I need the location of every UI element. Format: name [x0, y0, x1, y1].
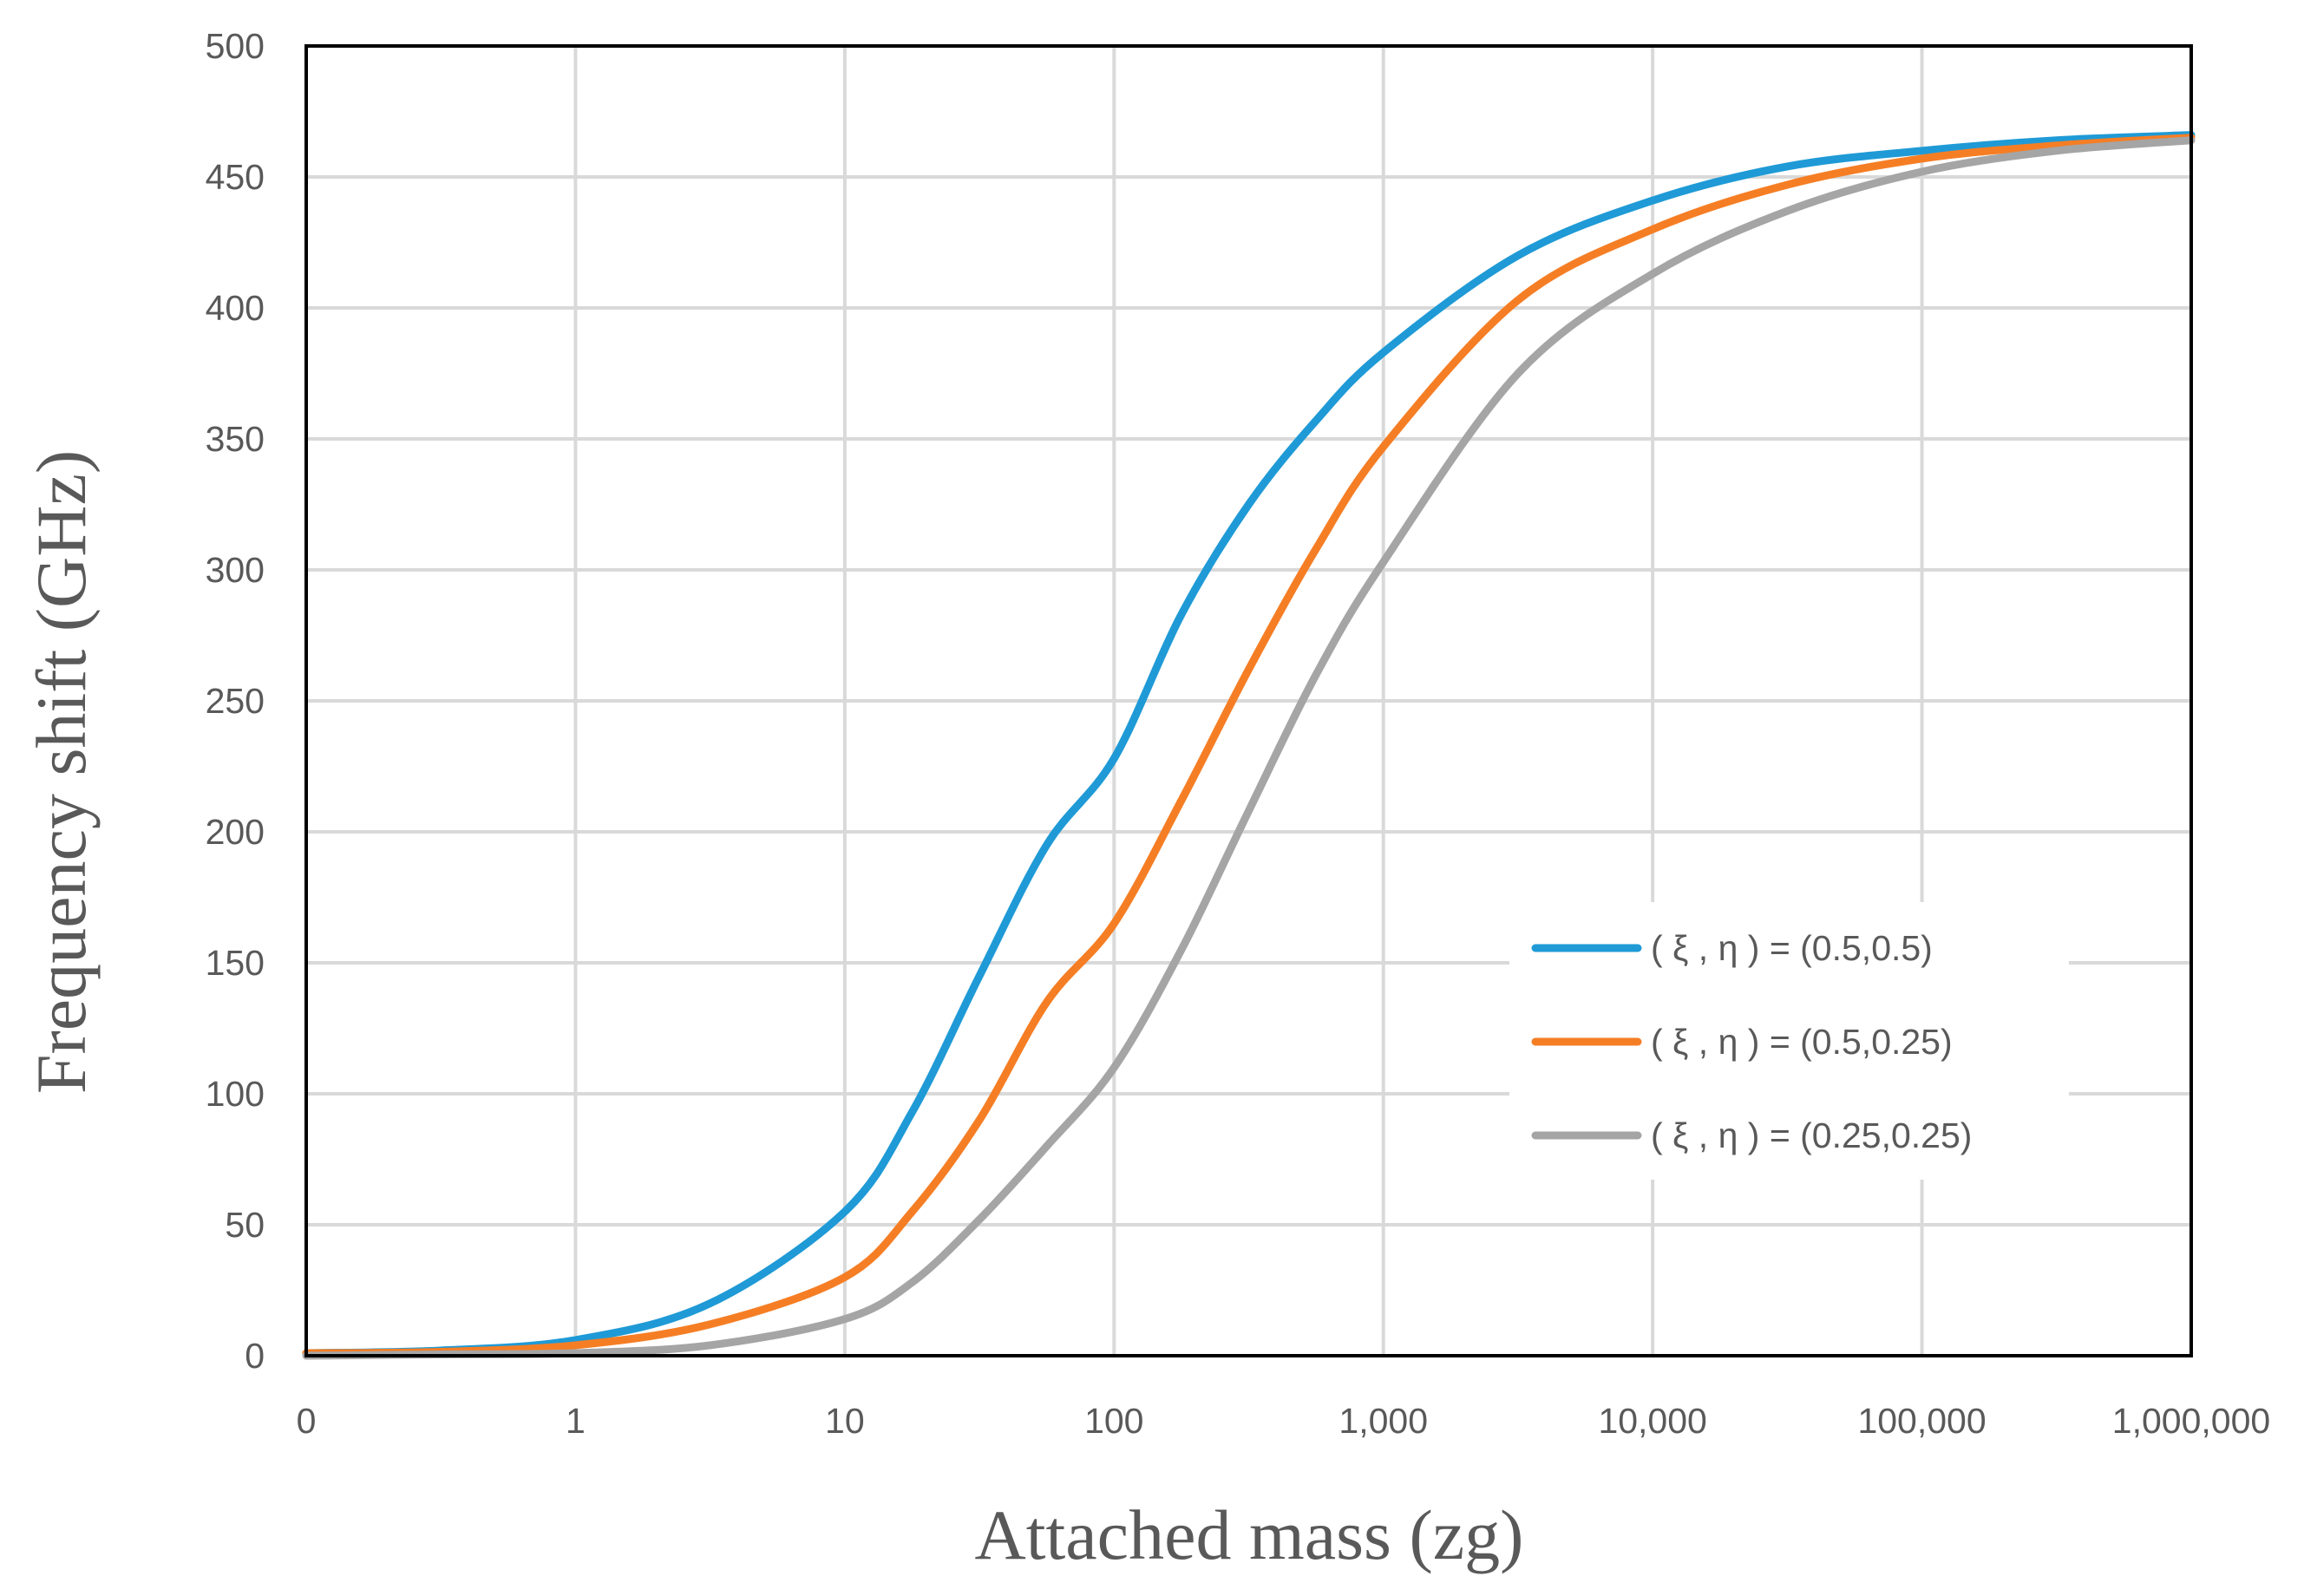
y-tick-label: 50: [225, 1205, 265, 1245]
legend: ( ξ , η ) = (0.5,0.5) ( ξ , η ) = (0.5,0.…: [1509, 902, 2069, 1180]
x-tick-label: 10,000: [1598, 1401, 1706, 1441]
x-tick-label: 100: [1084, 1401, 1143, 1441]
series-lines: [302, 131, 2196, 1360]
x-axis-tick-labels: 0 1 10 100 1,000 10,000 100,000 1,000,000: [297, 1401, 2271, 1441]
y-tick-label: 450: [206, 157, 265, 197]
y-tick-label: 350: [206, 419, 265, 459]
y-tick-label: 150: [206, 943, 265, 983]
y-tick-label: 0: [245, 1336, 265, 1376]
x-axis-title: Attached mass (zg): [975, 1495, 1524, 1574]
legend-label: ( ξ , η ) = (0.25,0.25): [1651, 1115, 1972, 1155]
legend-label: ( ξ , η ) = (0.5,0.25): [1651, 1022, 1953, 1062]
x-tick-label: 0: [297, 1401, 317, 1441]
y-tick-label: 200: [206, 812, 265, 852]
y-tick-label: 100: [206, 1074, 265, 1114]
series-line: [302, 131, 2196, 1357]
series-line: [302, 134, 2196, 1357]
x-tick-label: 1,000: [1339, 1401, 1428, 1441]
x-tick-label: 10: [825, 1401, 865, 1441]
legend-label: ( ξ , η ) = (0.5,0.5): [1651, 928, 1933, 968]
y-tick-label: 400: [206, 288, 265, 328]
x-tick-label: 100,000: [1857, 1401, 1986, 1441]
y-axis-title: Frequency shift (GHz): [22, 450, 101, 1094]
y-tick-label: 250: [206, 681, 265, 721]
x-tick-label: 1,000,000: [2112, 1401, 2270, 1441]
series-line: [302, 136, 2196, 1360]
plot-frame: [304, 44, 2193, 1357]
x-tick-label: 1: [566, 1401, 586, 1441]
y-axis-tick-labels: 0 50 100 150 200 250 300 350 400 450 500: [206, 26, 265, 1376]
y-tick-label: 500: [206, 26, 265, 66]
y-tick-label: 300: [206, 550, 265, 590]
